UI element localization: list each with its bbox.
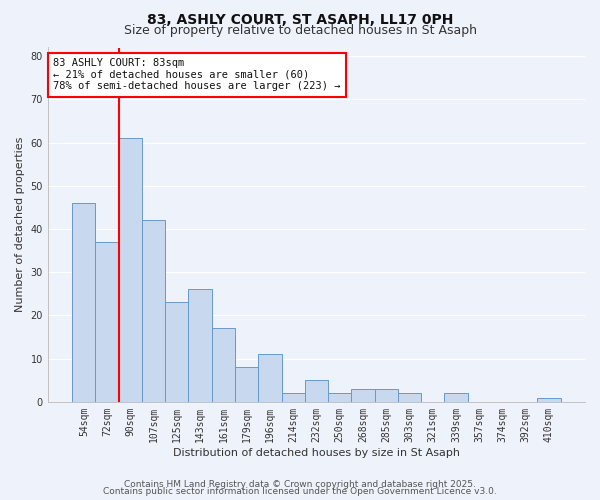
Bar [165,302,188,402]
Y-axis label: Number of detached properties: Number of detached properties [15,137,25,312]
X-axis label: Distribution of detached houses by size in St Asaph: Distribution of detached houses by size … [173,448,460,458]
Bar [72,203,95,402]
Bar [305,380,328,402]
Bar [258,354,281,402]
Text: Contains public sector information licensed under the Open Government Licence v3: Contains public sector information licen… [103,487,497,496]
Text: Size of property relative to detached houses in St Asaph: Size of property relative to detached ho… [124,24,476,37]
Bar [119,138,142,402]
Bar [328,393,351,402]
Bar [142,220,165,402]
Bar [212,328,235,402]
Bar [374,389,398,402]
Bar [188,290,212,402]
Bar [95,242,119,402]
Bar [235,368,258,402]
Text: Contains HM Land Registry data © Crown copyright and database right 2025.: Contains HM Land Registry data © Crown c… [124,480,476,489]
Bar [398,393,421,402]
Bar [445,393,467,402]
Bar [281,393,305,402]
Bar [538,398,560,402]
Text: 83 ASHLY COURT: 83sqm
← 21% of detached houses are smaller (60)
78% of semi-deta: 83 ASHLY COURT: 83sqm ← 21% of detached … [53,58,341,92]
Text: 83, ASHLY COURT, ST ASAPH, LL17 0PH: 83, ASHLY COURT, ST ASAPH, LL17 0PH [147,12,453,26]
Bar [351,389,374,402]
